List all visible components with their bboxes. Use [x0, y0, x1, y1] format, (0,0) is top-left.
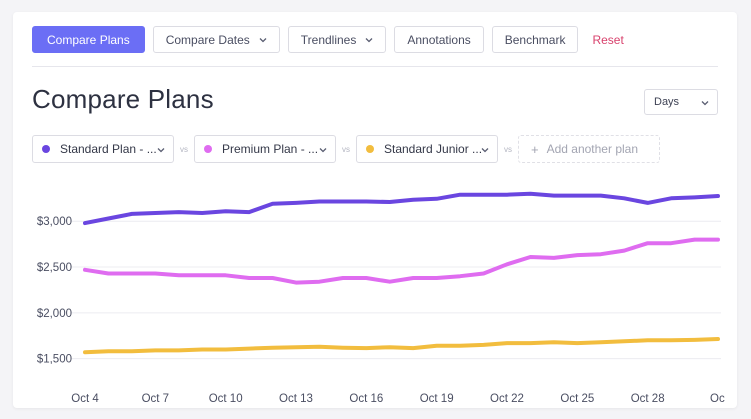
line-chart: $1,500 $2,000 $2,500 $3,000 Oct 4 Oct 7 Oct 10…: [37, 191, 725, 405]
x-tick-label: Oct 16: [349, 393, 383, 405]
add-plan-button[interactable]: + Add another plan: [518, 135, 660, 163]
y-tick-label: $2,000: [37, 308, 72, 320]
page-title: Compare Plans: [32, 84, 214, 114]
plan-select-label: Standard Plan - ...: [60, 142, 157, 156]
trendlines-button[interactable]: Trendlines: [287, 26, 387, 53]
plan-select-label: Premium Plan - ...: [222, 142, 319, 156]
vs-separator: vs: [180, 144, 188, 154]
reset-link[interactable]: Reset: [592, 32, 624, 47]
plus-icon: +: [531, 141, 539, 157]
trendlines-label: Trendlines: [300, 32, 357, 47]
plan-select-label: Standard Junior ...: [384, 142, 483, 156]
x-tick-label: Oct 25: [560, 393, 594, 405]
x-tick-label: Oct 4: [71, 393, 99, 405]
compare-plans-button[interactable]: Compare Plans: [32, 26, 145, 53]
y-tick-label: $2,500: [37, 262, 72, 274]
plan-select-standard[interactable]: Standard Plan - ...: [32, 135, 174, 163]
x-tick-label: Oct 22: [490, 393, 524, 405]
x-tick-label: Oct 19: [420, 393, 454, 405]
y-tick-label: $3,000: [37, 216, 72, 228]
chevron-down-icon: [365, 37, 373, 42]
x-tick-label: Oc: [710, 393, 725, 405]
plan-selectors: Standard Plan - ... vs Premium Plan - ..…: [32, 135, 660, 163]
toolbar: Compare Plans Compare Dates Trendlines A…: [32, 26, 624, 53]
plan-select-premium[interactable]: Premium Plan - ...: [194, 135, 336, 163]
range-select[interactable]: Days: [644, 89, 718, 115]
series-line-0: [83, 191, 720, 226]
x-tick-label: Oct 13: [279, 393, 313, 405]
plan-color-dot: [366, 145, 374, 153]
annotations-button[interactable]: Annotations: [394, 26, 484, 53]
chevron-down-icon: [701, 101, 709, 106]
plan-select-standard-junior[interactable]: Standard Junior ...: [356, 135, 498, 163]
chevron-down-icon: [259, 37, 267, 42]
compare-plans-card: Compare Plans Compare Dates Trendlines A…: [13, 12, 737, 408]
series-line-2: [83, 337, 720, 355]
x-tick-label: Oct 7: [142, 393, 169, 405]
chevron-down-icon: [481, 148, 489, 153]
range-select-value: Days: [654, 96, 680, 108]
vs-separator: vs: [342, 144, 350, 154]
compare-dates-button[interactable]: Compare Dates: [152, 26, 280, 53]
x-tick-label: Oct 28: [631, 393, 665, 405]
x-tick-label: Oct 10: [209, 393, 243, 405]
plan-color-dot: [204, 145, 212, 153]
vs-separator: vs: [504, 144, 512, 154]
benchmark-button[interactable]: Benchmark: [491, 26, 579, 53]
series-line-1: [83, 237, 720, 285]
compare-dates-label: Compare Dates: [165, 32, 250, 47]
add-plan-label: Add another plan: [546, 142, 638, 156]
chevron-down-icon: [157, 148, 165, 153]
divider: [32, 66, 718, 67]
chevron-down-icon: [319, 148, 327, 153]
y-tick-label: $1,500: [37, 354, 72, 366]
plan-color-dot: [42, 145, 50, 153]
